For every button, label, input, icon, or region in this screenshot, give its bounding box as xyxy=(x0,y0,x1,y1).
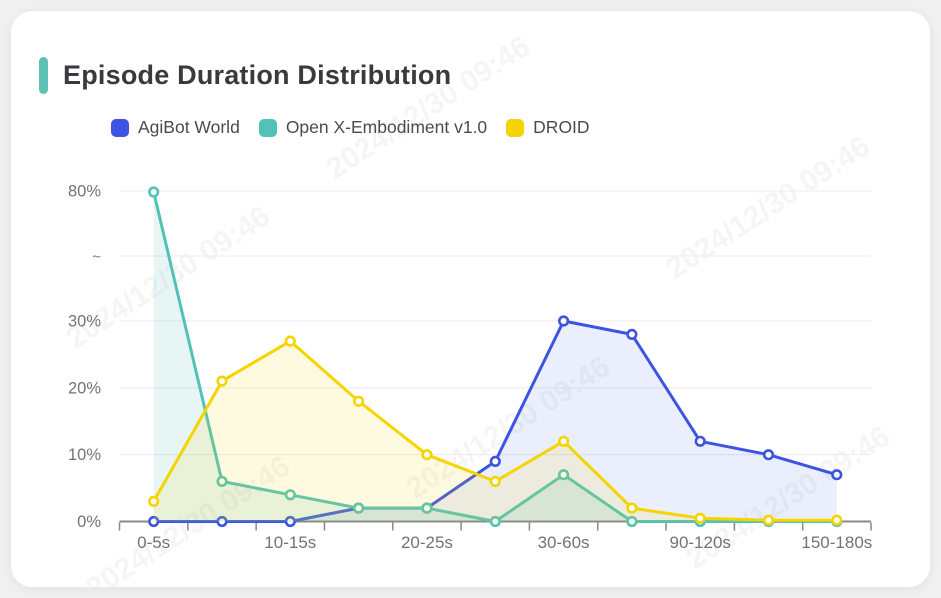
data-point-agibot-world xyxy=(831,469,843,481)
data-point-droid xyxy=(762,514,775,526)
data-point-droid xyxy=(694,512,706,524)
data-point-open-x-embodiment-v1-0 xyxy=(489,515,501,528)
chart-card: 2024/12/30 09:46 2024/12/30 09:46 2024/1… xyxy=(10,10,931,588)
line-chart-canvas: 0% 10% 20% 30% ~80% 0-5s 10-15s 20-25s 30-60s 90-… xyxy=(68,183,872,553)
data-point-agibot-world xyxy=(626,328,638,341)
legend-label: Open X-Embodiment v1.0 xyxy=(285,117,488,137)
data-point-droid xyxy=(353,395,365,407)
y-axis-tick-label: ~ xyxy=(92,249,101,266)
chart-legend: AgiBot World Open X-Embodiment v1.0 DROI… xyxy=(111,117,590,138)
data-point-open-x-embodiment-v1-0 xyxy=(284,489,296,501)
data-point-open-x-embodiment-v1-0 xyxy=(148,186,160,198)
data-point-agibot-world xyxy=(148,515,160,528)
data-point-open-x-embodiment-v1-0 xyxy=(216,475,228,488)
data-point-agibot-world xyxy=(284,515,296,528)
data-point-open-x-embodiment-v1-0 xyxy=(421,502,433,514)
x-axis-tick-label: 20-25s xyxy=(401,533,453,552)
series-agibot-world xyxy=(148,315,843,528)
legend-item-droid[interactable]: DROID xyxy=(506,117,590,138)
y-axis-tick-label: 30% xyxy=(68,313,101,331)
data-point-droid xyxy=(557,435,570,447)
legend-label: AgiBot World xyxy=(138,117,240,137)
data-point-agibot-world xyxy=(216,515,228,528)
y-axis-tick-label: 10% xyxy=(68,446,101,464)
data-point-droid xyxy=(148,495,160,508)
data-point-droid xyxy=(831,514,843,526)
title-accent-bar xyxy=(39,57,48,94)
x-axis-tick-label: 90-120s xyxy=(669,533,730,552)
data-point-droid xyxy=(489,475,501,488)
data-point-droid xyxy=(284,335,296,347)
data-point-droid xyxy=(216,375,228,387)
data-point-agibot-world xyxy=(694,435,706,447)
series-area-open-x-embodiment-v1-0 xyxy=(153,192,837,522)
legend-swatch-droid xyxy=(506,118,525,137)
page-title: Episode Duration Distribution xyxy=(63,60,452,90)
x-axis-tick-label: 0-5s xyxy=(137,533,170,552)
x-axis-tick-label: 10-15s xyxy=(264,533,316,552)
legend-item-agibot-world[interactable]: AgiBot World xyxy=(111,117,240,138)
data-point-droid xyxy=(626,502,638,514)
y-axis-tick-label: 0% xyxy=(77,513,101,531)
data-point-droid xyxy=(421,449,433,461)
data-point-agibot-world xyxy=(557,315,570,327)
data-point-open-x-embodiment-v1-0 xyxy=(557,469,570,481)
series-area-agibot-world xyxy=(153,321,837,522)
series-area-droid xyxy=(153,341,837,522)
legend-item-open-x-embodiment[interactable]: Open X-Embodiment v1.0 xyxy=(258,117,488,138)
x-axis-tick-label: 30-60s xyxy=(538,533,590,552)
data-point-agibot-world xyxy=(762,449,775,461)
data-point-open-x-embodiment-v1-0 xyxy=(353,502,365,514)
data-point-open-x-embodiment-v1-0 xyxy=(626,515,638,528)
chart-header: Episode Duration Distribution xyxy=(39,57,451,94)
legend-swatch-agibot-world xyxy=(111,118,129,137)
legend-swatch-open-x-embodiment xyxy=(258,118,277,137)
y-axis-tick-label: 20% xyxy=(68,379,101,397)
series-droid xyxy=(148,335,843,526)
data-point-agibot-world xyxy=(489,455,501,468)
x-axis-tick-label: 150-180s xyxy=(801,533,872,552)
y-axis-tick-label: 80% xyxy=(68,183,101,201)
legend-label: DROID xyxy=(533,117,590,137)
